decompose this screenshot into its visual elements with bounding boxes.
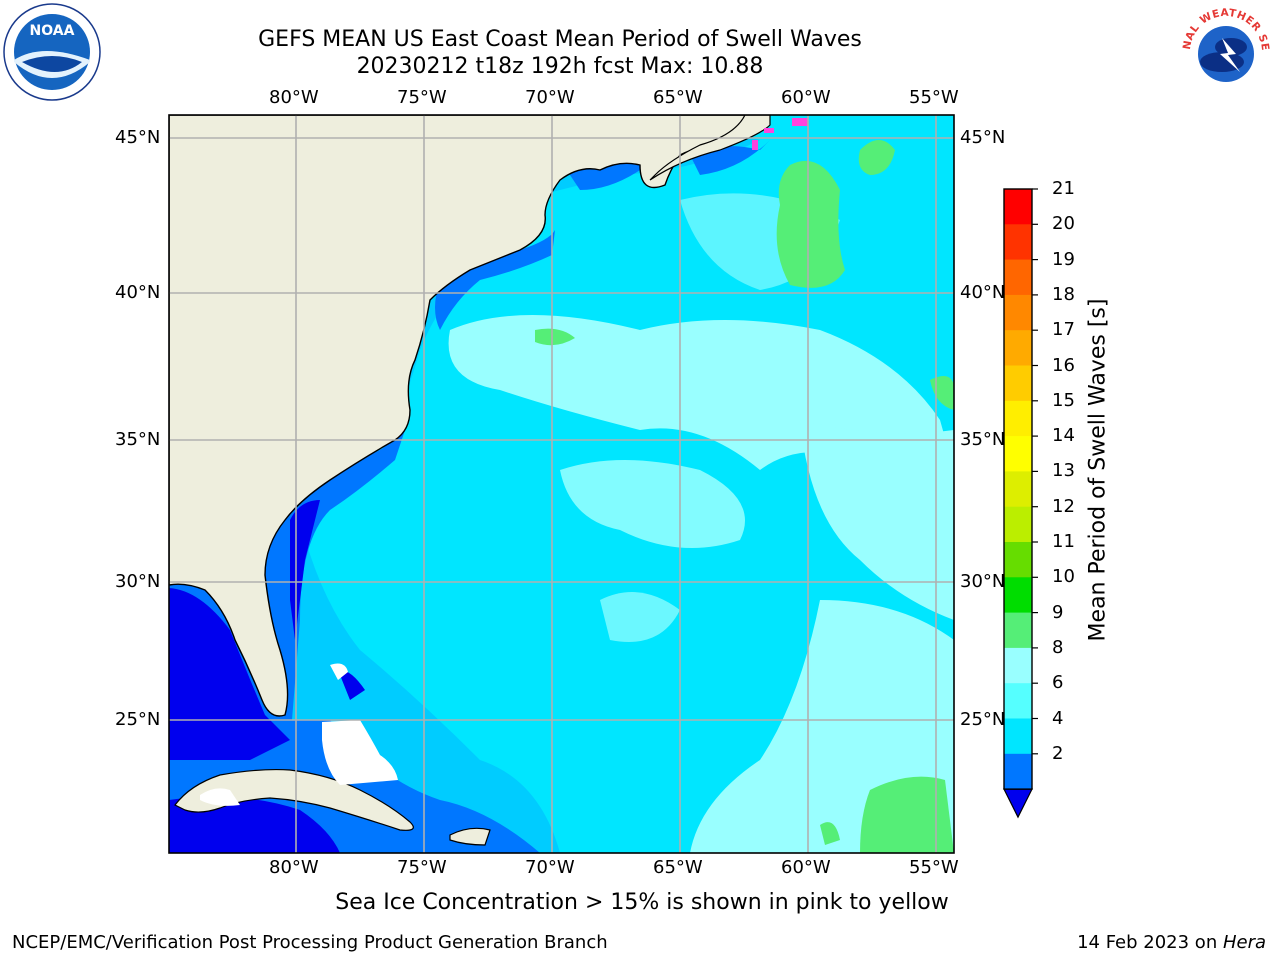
lon-label-bottom: 70°W [525, 857, 575, 878]
colorbar-tick-label: 20 [1052, 213, 1075, 235]
lat-label-right: 40°N [960, 282, 1006, 303]
colorbar-segment [1004, 683, 1032, 719]
lon-label-bottom: 65°W [653, 857, 703, 878]
colorbar-segment [1004, 330, 1032, 366]
colorbar-segment [1004, 259, 1032, 296]
bahamas-mask [200, 663, 398, 806]
colorbar [1003, 188, 1038, 819]
colorbar-under-arrow [1003, 788, 1033, 819]
lat-label-left: 25°N [115, 709, 161, 730]
lon-label-top: 80°W [269, 87, 319, 108]
colorbar-tick-label: 15 [1052, 389, 1075, 411]
swell-8-9s-areas [448, 193, 954, 853]
colorbar-segment [1004, 189, 1032, 225]
colorbar-segment [1004, 506, 1032, 543]
map-gridlines [169, 115, 954, 853]
lat-label-left: 45°N [115, 127, 161, 148]
lon-label-top: 65°W [653, 87, 703, 108]
lat-label-right: 30°N [960, 571, 1006, 592]
colorbar-tick-label: 8 [1052, 636, 1064, 658]
lon-label-bottom: 80°W [269, 857, 319, 878]
svg-text:NOAA: NOAA [30, 23, 75, 39]
footer-date: 14 Feb 2023 on Hera [1077, 932, 1266, 953]
colorbar-segment [1004, 436, 1032, 472]
colorbar-segment [1004, 612, 1032, 649]
chart-subtitle: 20230212 t18z 192h fcst Max: 10.88 [356, 54, 764, 79]
colorbar-tick-label: 12 [1052, 495, 1075, 517]
colorbar-segment [1004, 577, 1032, 614]
colorbar-tick-label: 17 [1052, 319, 1075, 341]
swell-9-10s-areas [535, 140, 954, 853]
lat-label-right: 25°N [960, 709, 1006, 730]
footer-credit: NCEP/EMC/Verification Post Processing Pr… [12, 932, 608, 953]
lon-label-bottom: 55°W [909, 857, 959, 878]
colorbar-tick-label: 11 [1052, 531, 1075, 552]
nws-logo: NATIONAL WEATHER SERVICE [1176, 2, 1273, 99]
land-nova-scotia [649, 115, 771, 181]
colorbar-title: Mean Period of Swell Waves [s] [1085, 298, 1111, 642]
lon-label-top: 55°W [909, 87, 959, 108]
noaa-logo: NOAA [3, 3, 101, 101]
colorbar-segment [1004, 647, 1032, 684]
colorbar-tick-label: 6 [1052, 672, 1064, 694]
colorbar-segment [1004, 753, 1032, 790]
colorbar-tick-label: 10 [1052, 566, 1075, 588]
colorbar-tick-label: 13 [1052, 460, 1075, 482]
colorbar-segment [1004, 471, 1032, 508]
lon-label-bottom: 75°W [397, 857, 447, 878]
colorbar-tick-label: 4 [1052, 707, 1064, 729]
lat-label-left: 40°N [115, 282, 161, 303]
colorbar-frame [1003, 188, 1033, 790]
land-north-america [169, 115, 753, 717]
chart-title: GEFS MEAN US East Coast Mean Period of S… [258, 27, 862, 52]
colorbar-tick-label: 19 [1052, 248, 1075, 270]
colorbar-segment [1004, 400, 1032, 437]
colorbar-segment [1004, 718, 1032, 755]
sea-ice-note: Sea Ice Concentration > 15% is shown in … [335, 890, 949, 915]
colorbar-segment [1004, 365, 1032, 402]
land-cuba [174, 768, 414, 831]
map-frame [168, 114, 955, 854]
lon-label-top: 60°W [781, 87, 831, 108]
land-hispaniola [449, 827, 491, 846]
lon-label-top: 70°W [525, 87, 575, 108]
colorbar-tick-label: 9 [1052, 601, 1064, 623]
lat-label-left: 35°N [115, 429, 161, 450]
colorbar-tick-label: 2 [1052, 742, 1064, 764]
colorbar-segment [1004, 542, 1032, 578]
colorbar-segment [1004, 294, 1032, 331]
lat-label-right: 35°N [960, 429, 1006, 450]
colorbar-tick-label: 18 [1052, 283, 1075, 305]
lat-label-right: 45°N [960, 127, 1006, 148]
lon-label-bottom: 60°W [781, 857, 831, 878]
lon-label-top: 75°W [397, 87, 447, 108]
sea-ice-cells [752, 118, 808, 150]
colorbar-tick-label: 21 [1052, 178, 1075, 199]
colorbar-tick-label: 16 [1052, 354, 1075, 376]
colorbar-tick-label: 14 [1052, 425, 1075, 447]
lat-label-left: 30°N [115, 571, 161, 592]
colorbar-segment [1004, 224, 1032, 261]
